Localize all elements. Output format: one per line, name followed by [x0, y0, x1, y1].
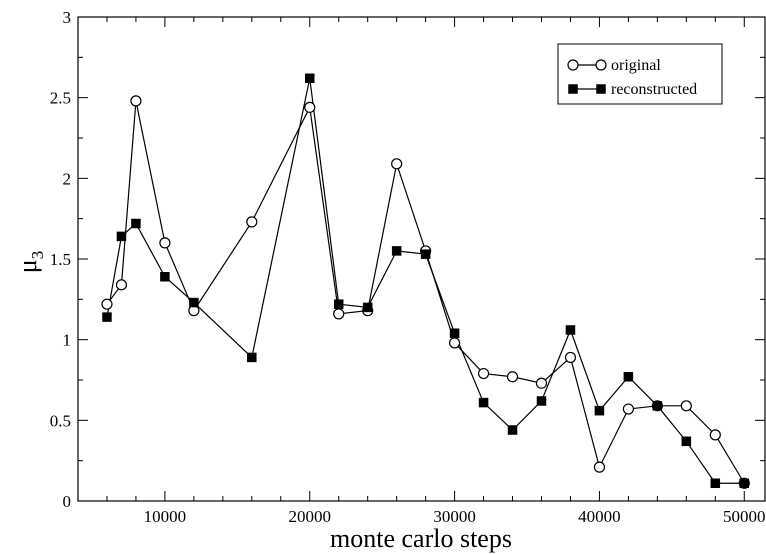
legend-entry-reconstructed: reconstructed	[568, 81, 697, 98]
data-point-circle	[246, 216, 258, 228]
legend-label: reconstructed	[611, 81, 697, 98]
y-tick-label: 3	[63, 8, 72, 27]
data-point-square	[247, 352, 257, 363]
data-point-square	[449, 328, 460, 338]
series-line-reconstructed	[106, 78, 745, 484]
series-line-original	[106, 100, 745, 484]
data-point-circle	[448, 337, 461, 349]
data-point-square	[652, 401, 663, 411]
data-point-square	[362, 302, 373, 313]
data-point-circle	[506, 371, 519, 383]
series-markers-original	[101, 95, 750, 489]
legend-marker	[567, 59, 579, 71]
legend-entry-original: original	[567, 57, 661, 74]
data-point-circle	[159, 237, 171, 249]
data-point-circle	[593, 461, 606, 473]
data-point-circle	[101, 298, 113, 310]
y-tick-label: 1.5	[50, 250, 71, 269]
y-axis: 0 0.5 1 1.5 2 2.5 3	[50, 8, 765, 511]
series-layer	[101, 73, 750, 489]
y-tick-label: 2.5	[50, 89, 71, 108]
data-point-square	[420, 249, 431, 259]
y-tick-label: 0	[63, 492, 72, 511]
x-axis-title: monte carlo steps	[330, 524, 512, 553]
x-tick-label: 50000	[723, 507, 766, 526]
data-point-circle	[477, 367, 490, 380]
data-point-square	[507, 425, 518, 435]
x-tick-label: 40000	[578, 507, 621, 526]
y-tick-label: 2	[63, 169, 72, 188]
y-tick-label: 0.5	[50, 411, 71, 430]
data-point-square	[478, 397, 489, 408]
x-tick-label: 10000	[144, 507, 187, 526]
data-point-circle	[680, 400, 692, 412]
legend-marker	[596, 84, 606, 94]
x-tick-label: 30000	[433, 507, 476, 526]
data-point-square	[189, 297, 199, 308]
x-axis: 10000 20000 30000 40000 50000	[77, 17, 766, 526]
data-point-circle	[115, 279, 128, 291]
data-point-square	[565, 325, 576, 335]
data-point-square	[116, 231, 127, 242]
legend: original reconstructed	[557, 43, 723, 105]
data-point-circle	[535, 377, 548, 389]
data-point-circle	[304, 101, 316, 113]
y-tick-label: 1	[63, 331, 72, 350]
legend-label: original	[611, 57, 661, 74]
legend-marker	[568, 84, 578, 94]
data-point-circle	[130, 95, 142, 107]
series-markers-reconstructed	[102, 73, 750, 489]
data-point-square	[710, 478, 721, 489]
legend-box	[557, 43, 723, 105]
data-point-circle	[709, 429, 721, 441]
data-point-square	[333, 299, 344, 309]
data-point-square	[623, 372, 634, 382]
data-point-square	[594, 405, 605, 416]
data-point-circle	[391, 158, 403, 170]
data-point-square	[160, 271, 170, 282]
data-point-circle	[333, 308, 345, 320]
data-point-square	[739, 478, 750, 489]
data-point-square	[102, 312, 112, 322]
y-axis-title-symbol: μ	[13, 259, 42, 273]
x-tick-label: 20000	[288, 507, 331, 526]
y-axis-title-subscript: 3	[28, 251, 47, 260]
series-original	[106, 100, 745, 484]
data-point-square	[131, 218, 141, 229]
legend-marker	[595, 59, 607, 71]
series-reconstructed	[106, 78, 745, 484]
data-point-circle	[564, 351, 577, 364]
data-point-square	[304, 73, 315, 84]
data-point-square	[681, 436, 692, 447]
data-point-square	[536, 396, 547, 406]
data-point-circle	[622, 403, 635, 415]
data-point-square	[391, 246, 402, 256]
y-axis-title: μ3	[13, 251, 47, 273]
